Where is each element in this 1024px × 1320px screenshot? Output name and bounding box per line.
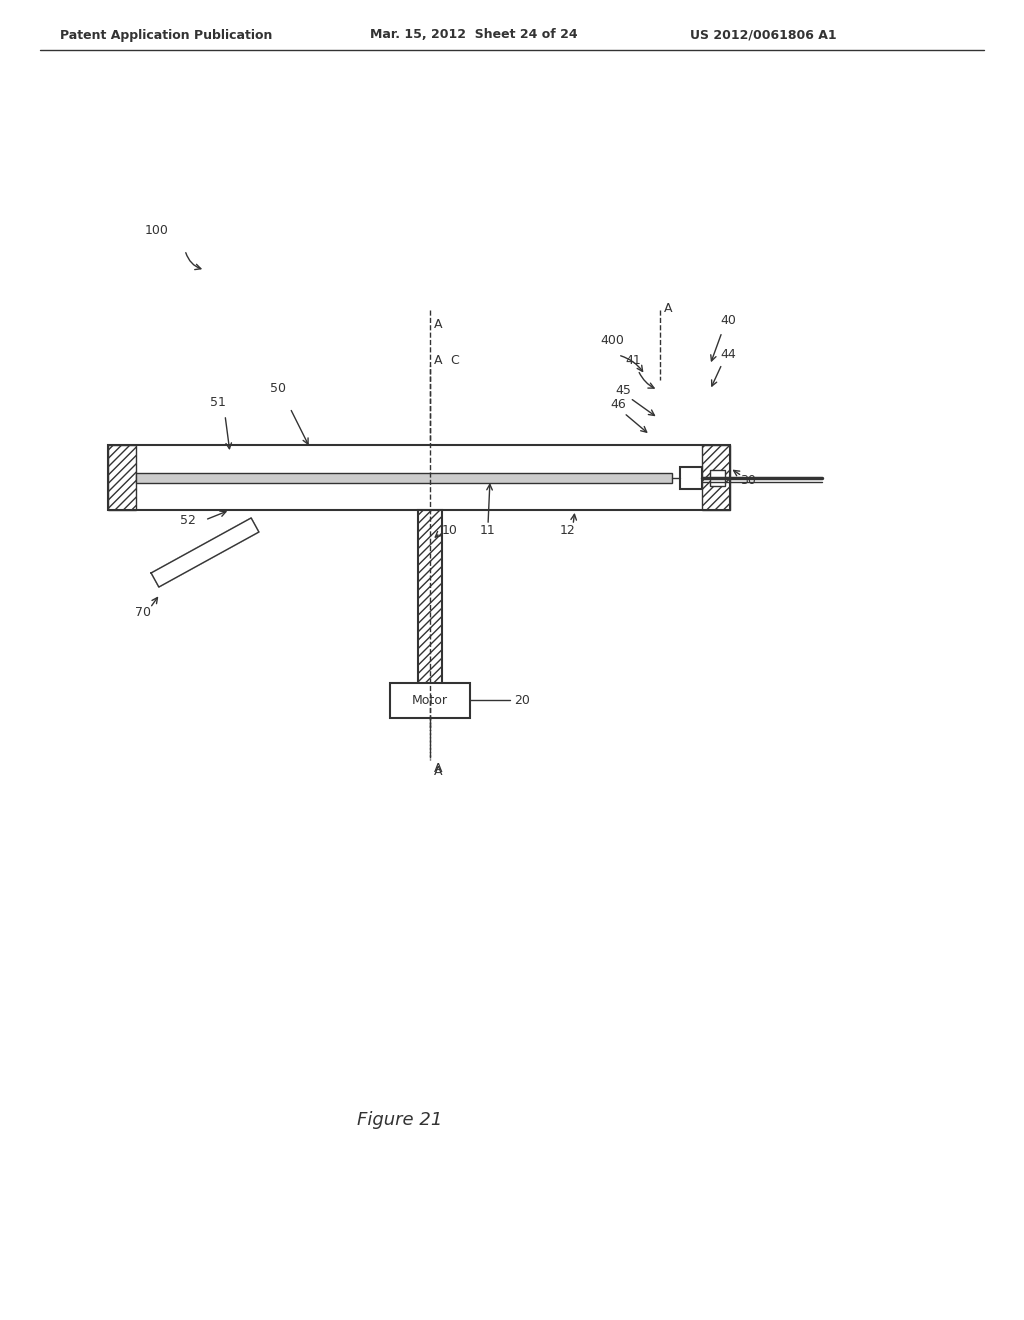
Text: 46: 46 [610, 399, 626, 412]
Bar [418, 510, 442, 700]
Text: 100: 100 [145, 223, 169, 236]
Bar [108, 445, 136, 510]
Text: Patent Application Publication: Patent Application Publication [60, 29, 272, 41]
Text: A: A [434, 318, 442, 331]
Polygon shape [152, 517, 259, 587]
Text: 40: 40 [720, 314, 736, 326]
Text: 30: 30 [740, 474, 756, 487]
Text: A: A [434, 766, 442, 777]
Text: A: A [434, 355, 442, 367]
Text: 12: 12 [560, 524, 575, 536]
Text: 11: 11 [480, 524, 496, 536]
Text: 52: 52 [180, 513, 196, 527]
Text: Motor: Motor [412, 693, 449, 706]
Text: A: A [434, 762, 442, 775]
Bar [390, 682, 470, 718]
Bar [702, 445, 730, 510]
Text: 41: 41 [625, 354, 641, 367]
Bar [136, 473, 672, 483]
Bar [710, 470, 725, 486]
Text: 51: 51 [210, 396, 226, 408]
Text: US 2012/0061806 A1: US 2012/0061806 A1 [690, 29, 837, 41]
Text: 45: 45 [615, 384, 631, 396]
Text: 10: 10 [442, 524, 458, 536]
Text: Mar. 15, 2012  Sheet 24 of 24: Mar. 15, 2012 Sheet 24 of 24 [370, 29, 578, 41]
Text: C: C [450, 355, 459, 367]
Text: 50: 50 [270, 381, 286, 395]
Text: Figure 21: Figure 21 [357, 1111, 442, 1129]
Text: 70: 70 [135, 606, 151, 619]
Bar [680, 466, 702, 488]
Text: 400: 400 [600, 334, 624, 346]
Bar [108, 445, 730, 510]
Text: 44: 44 [720, 348, 736, 362]
Text: A: A [664, 301, 673, 314]
Text: 20: 20 [514, 693, 529, 706]
